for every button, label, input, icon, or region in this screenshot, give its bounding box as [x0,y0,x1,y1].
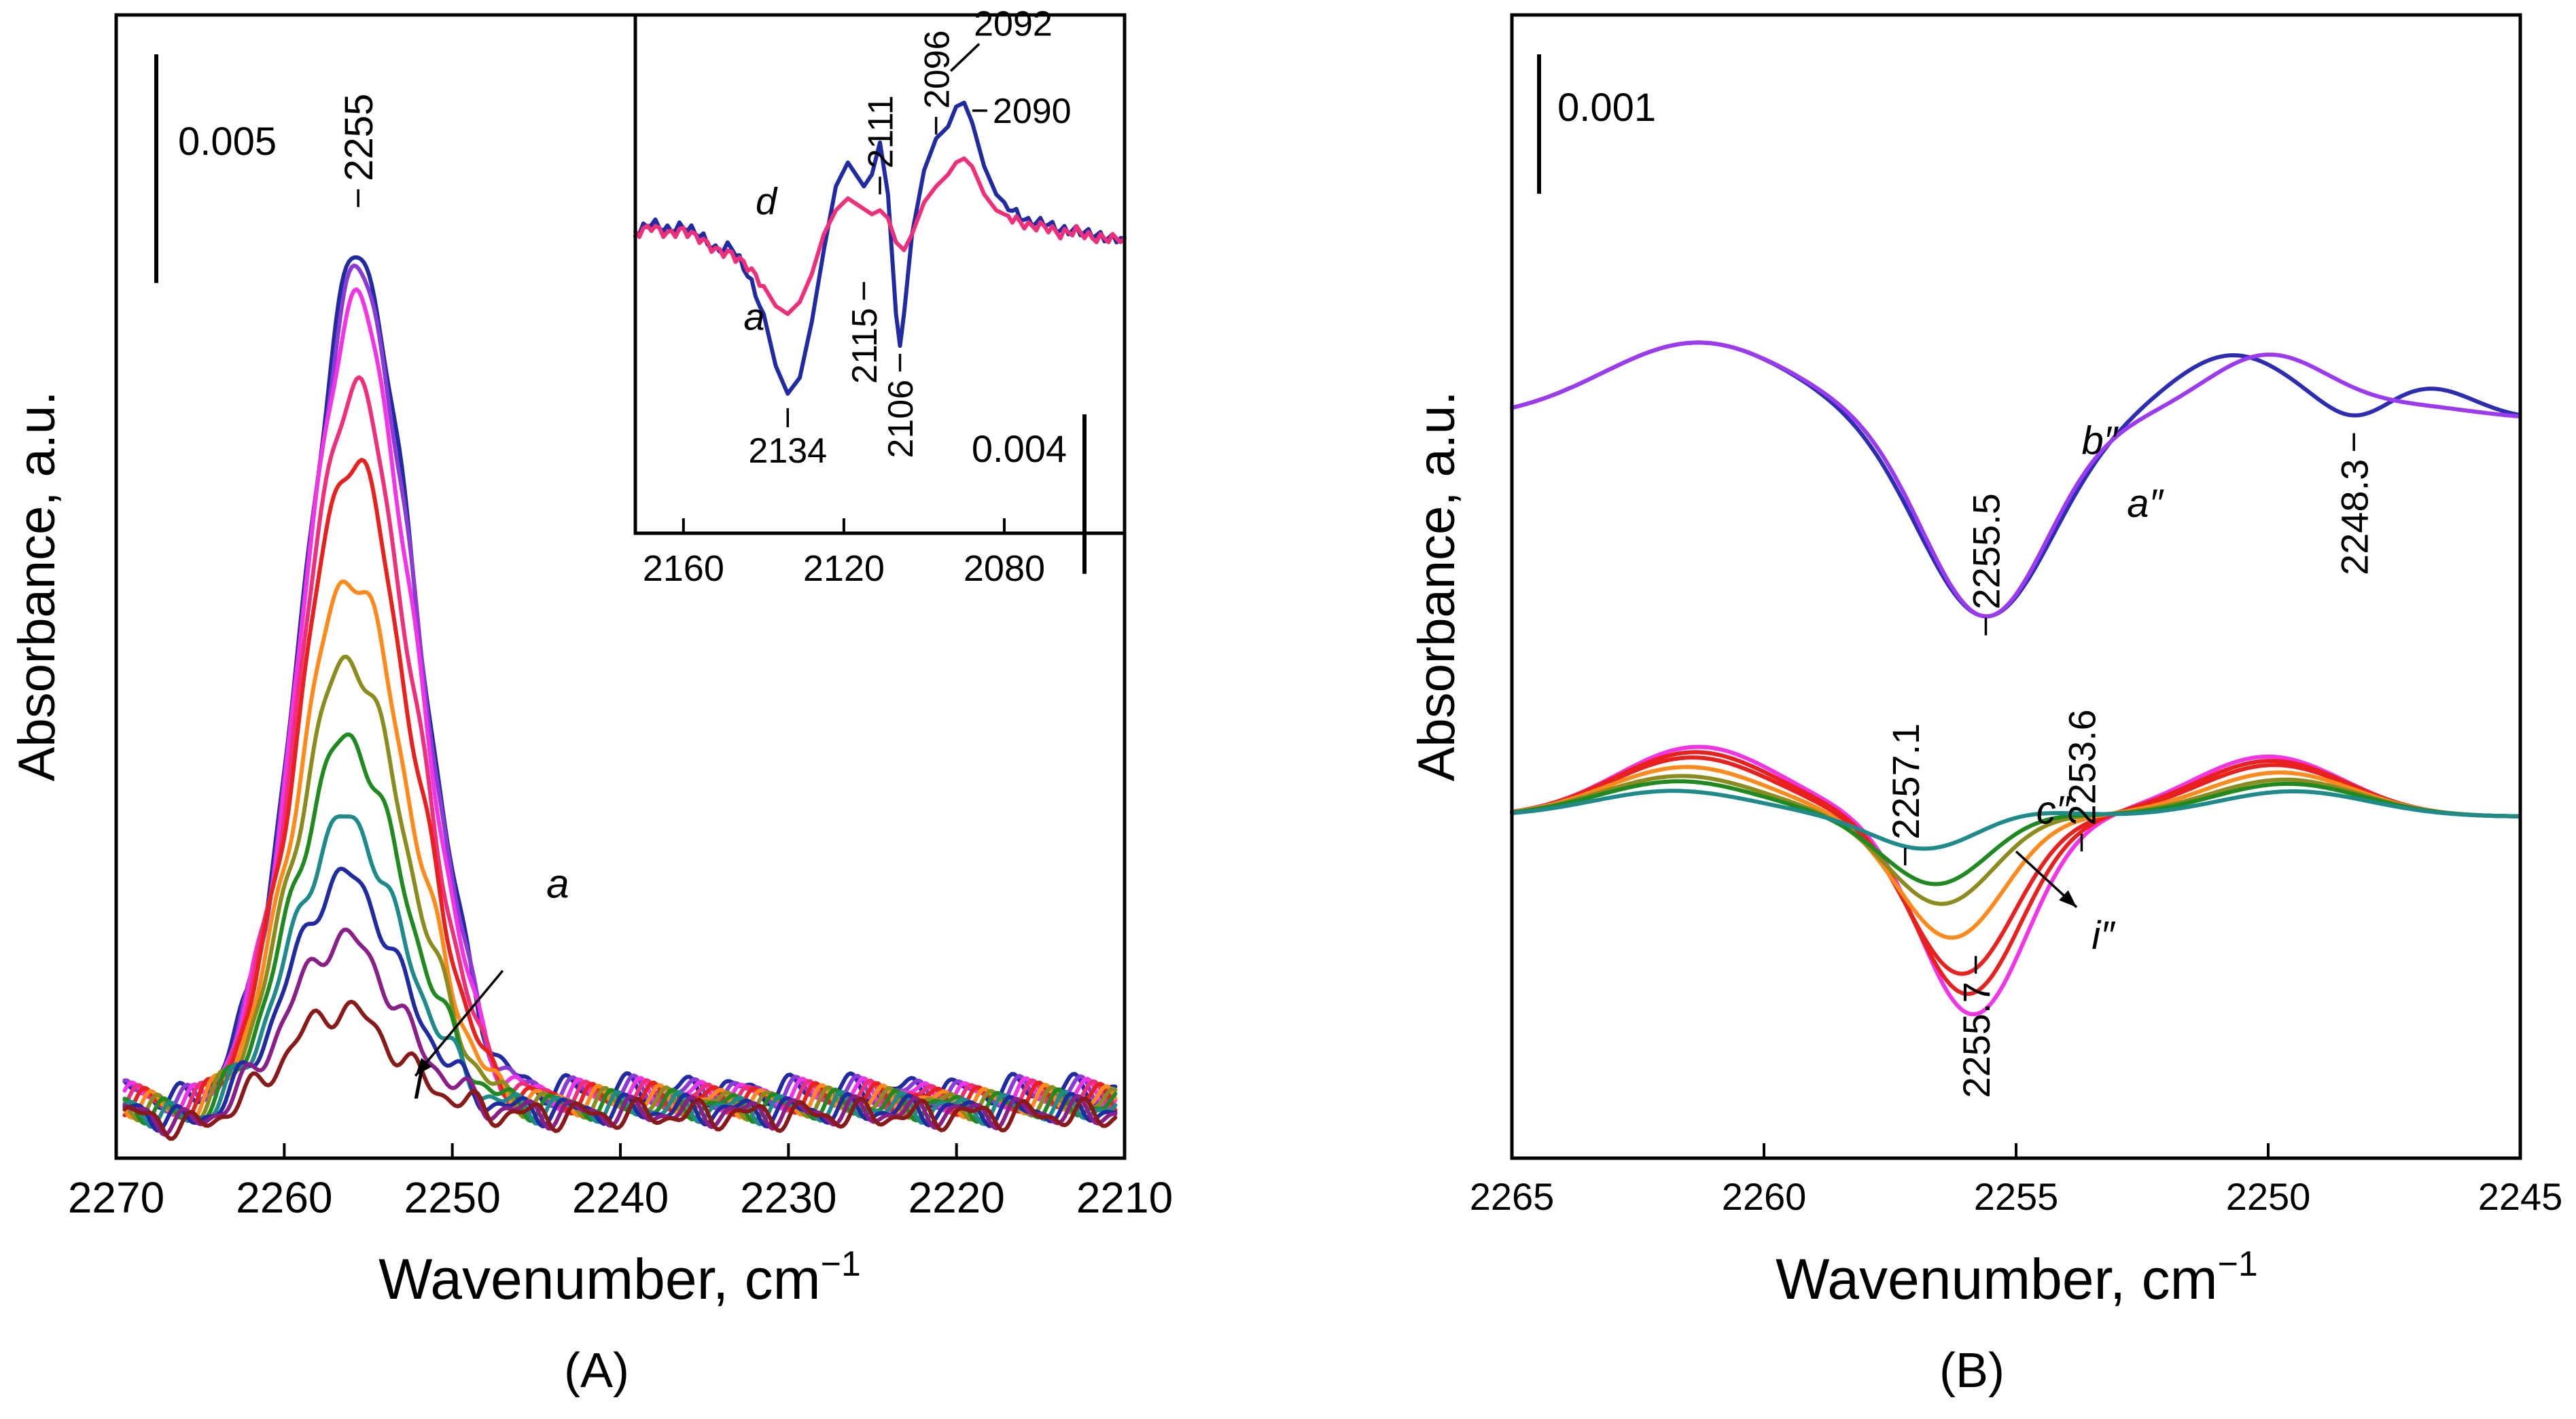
panel-a-curves [122,255,1118,1141]
panel-a-peak-label: 2255 [337,94,381,181]
inset-series-label: d [756,179,778,222]
panel-b-curves [1510,340,2520,1017]
panel-b-x-axis-label: Wavenumber, cm−1 [1776,1244,2258,1311]
panel-a-series-l [122,999,1118,1141]
inset-curves [633,101,1127,396]
inset-x-ticks: 2160 2120 2080 [643,518,1045,589]
panel-a-series-label: a [546,861,569,906]
inset-background [635,15,1125,533]
panel-b-y-axis-label: Absorbance, a.u. [1408,391,1466,782]
panel-b-peak-label: 2255.7 [1955,982,1998,1098]
panel-b-x-ticks: 2265 2260 2255 2250 2245 [1470,1143,2563,1218]
panel-a-y-axis-label: Absorbance, a.u. [8,391,66,782]
panel-a-x-tick-label: 2240 [572,1173,669,1222]
inset-peak-label: 2134 [748,431,827,471]
panel-b-label: (B) [1939,1344,2005,1398]
panel-b-x-tick-label: 2265 [1470,1175,1555,1218]
inset-peak-label: 2111 [862,95,901,168]
panel-b-x-tick-label: 2255 [1974,1175,2059,1218]
panel-b-plot-frame [1510,13,2522,1160]
panel-a-x-ticks: 2270 2260 2250 2240 2230 2220 2210 [68,1143,1173,1222]
panel-b-series-c″ [1510,744,2520,1017]
panel-b-peak-label: 2257.1 [1884,723,1927,840]
panel-a-inset: 2160 2120 2080 2134 2115 2111 2106 2096 2092 209… [633,5,1127,589]
panel-b-annotations: 2255.5 2248.3 2257.1 2253.6 2255.7 b″a″ c″ i″ [1884,419,2376,1098]
inset-peak-label: 2092 [974,5,1053,44]
panel-b-series-f″ [1510,765,2520,940]
panel-b-x-tick-label: 2250 [2226,1175,2311,1218]
panel-b-series-i″ [1510,789,2520,851]
panel-b-x-tick-label: 2260 [1722,1175,1807,1218]
panel-b-peak-label: 2255.5 [1965,493,2008,609]
panel-a-series-j [122,866,1118,1133]
panel-b-series-label: a″ [2127,482,2164,526]
inset-series-d [633,156,1127,317]
inset-series-label: a [743,295,764,338]
panel-a-trend-arrow-head [415,1058,432,1076]
inset-series-a [633,101,1127,396]
inset-annotations: 2134 2115 2111 2106 2096 2092 2090 a d [743,5,1071,471]
inset-peak-label: 2115 [845,308,885,384]
inset-x-tick-label: 2160 [643,548,724,589]
panel-b-series-label: i″ [2092,914,2116,958]
panel-a-x-tick-label: 2250 [404,1173,500,1222]
panel-b-x-tick-label: 2245 [2478,1175,2563,1218]
panel-a-series-g [122,654,1118,1123]
panel-b-peak-label: 2248.3 [2333,459,2376,575]
panel-a-x-tick-label: 2270 [68,1173,164,1222]
panel-b-peak-label: 2253.6 [2061,709,2104,825]
panel-b-series-label: c″ [2036,788,2072,832]
panel-b-series-e″ [1510,755,2520,976]
panel-b-series-h″ [1510,779,2520,886]
panel-a-series-k [122,927,1118,1137]
inset-x-tick-label: 2080 [964,548,1045,589]
inset-plot-frame [633,13,1127,535]
panel-b-series-label: b″ [2081,419,2119,463]
panel-a-x-tick-label: 2210 [1076,1173,1173,1222]
inset-peak-label-leader [949,43,981,72]
panel-a-x-tick-label: 2220 [908,1173,1004,1222]
inset-peak-label: 2096 [917,30,957,109]
panel-a-x-axis-label: Wavenumber, cm−1 [378,1244,861,1311]
inset-x-tick-label: 2120 [803,548,885,589]
panel-a-x-tick-label: 2260 [236,1173,332,1222]
inset-peak-label: 2106 [881,380,921,459]
panel-a-trend-arrow [414,969,504,1077]
panel-a-x-tick-label: 2230 [740,1173,836,1222]
inset-scale-label: 0.004 [972,427,1067,470]
panel-b-scale-label: 0.001 [1557,86,1656,130]
panel-b-series-g″ [1510,774,2520,906]
panel-a-scale-label: 0.005 [178,120,277,164]
panel-b-trend-arrow-head [2059,890,2077,908]
panel-a-label: (A) [564,1344,629,1398]
panel-b-series-b″ [1510,340,2520,619]
inset-peak-label: 2090 [993,92,1072,131]
